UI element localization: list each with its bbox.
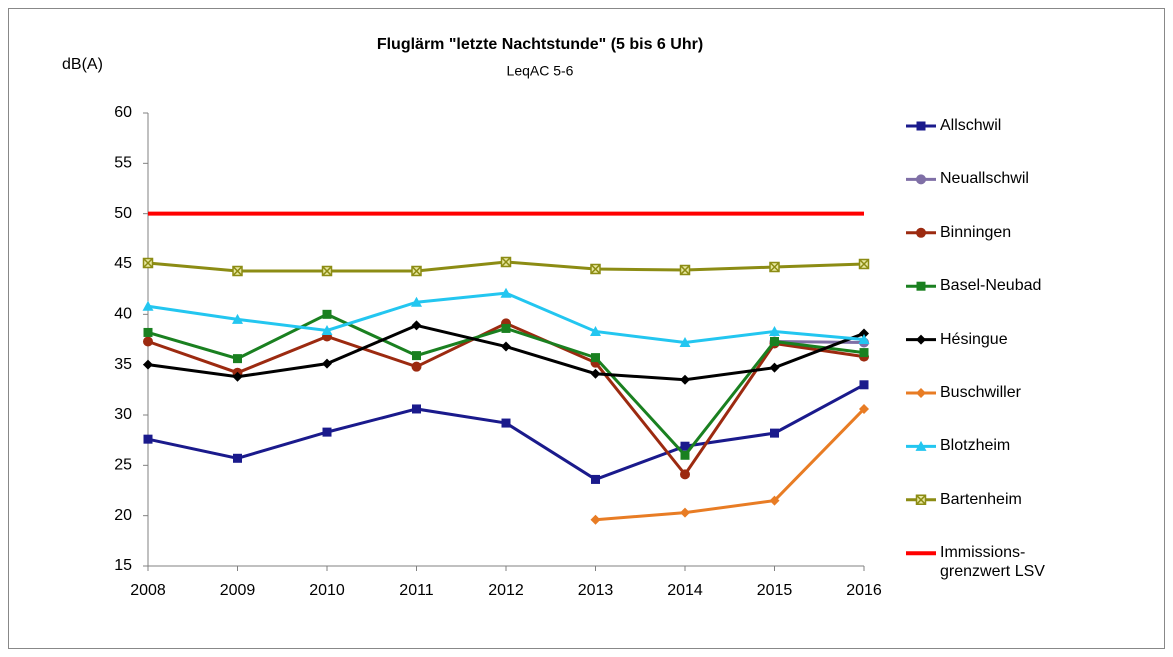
marker (232, 371, 243, 382)
marker (590, 325, 601, 336)
marker (322, 309, 332, 319)
marker (591, 353, 600, 363)
marker (858, 334, 870, 344)
marker (916, 174, 926, 185)
y-tick-label: 20 (114, 507, 132, 524)
marker (232, 313, 243, 324)
marker (322, 427, 332, 437)
marker (233, 354, 242, 364)
y-tick-label: 30 (114, 406, 132, 423)
marker (769, 325, 780, 336)
x-tick-label: 2008 (130, 582, 166, 599)
marker (143, 359, 153, 370)
marker (680, 441, 690, 451)
series-line (147, 291, 865, 345)
marker (915, 440, 927, 451)
marker (412, 404, 421, 414)
marker (916, 227, 926, 238)
legend-label: Immissions- grenzwert LSV (940, 544, 1045, 581)
x-tick-label: 2013 (578, 582, 614, 599)
marker (859, 328, 869, 339)
marker (501, 418, 511, 428)
y-tick-label: 60 (114, 104, 132, 121)
marker (590, 514, 601, 525)
marker (143, 336, 153, 347)
marker (770, 428, 779, 438)
y-tick-label: 55 (114, 155, 132, 172)
legend-label: Neuallschwil (940, 170, 1029, 188)
y-axis-label: dB(A) (62, 56, 103, 73)
marker (321, 324, 333, 335)
marker (859, 380, 869, 390)
y-tick-label: 50 (114, 205, 132, 222)
legend-label: Hésingue (940, 330, 1008, 348)
legend-label: Blotzheim (940, 437, 1011, 455)
series-line (147, 383, 865, 482)
marker (142, 257, 154, 269)
marker (916, 121, 926, 131)
marker (142, 300, 154, 311)
marker (915, 494, 927, 506)
y-tick-label: 15 (114, 557, 132, 574)
series-line (774, 340, 865, 345)
x-tick-label: 2012 (488, 582, 524, 599)
x-tick-label: 2009 (220, 582, 256, 599)
marker (411, 320, 422, 331)
marker (680, 507, 690, 518)
marker (769, 261, 780, 273)
marker (590, 263, 601, 275)
marker (859, 348, 869, 358)
marker (679, 337, 691, 348)
marker (769, 495, 780, 506)
x-tick-label: 2016 (846, 582, 882, 599)
marker (500, 256, 512, 268)
marker (500, 287, 512, 298)
marker (322, 358, 332, 369)
legend-label: Binningen (940, 223, 1012, 241)
marker (143, 327, 153, 337)
marker (232, 265, 243, 277)
marker (769, 362, 780, 373)
marker (411, 296, 422, 307)
y-tick-label: 25 (114, 457, 132, 474)
marker (590, 368, 601, 379)
marker (679, 264, 691, 276)
chart-border (8, 8, 1165, 649)
marker (591, 474, 600, 484)
chart-title: Fluglärm "letzte Nachtstunde" (5 bis 6 U… (377, 36, 703, 53)
legend-label: Allschwil (940, 117, 1002, 134)
legend-label: Basel-Neubad (940, 277, 1042, 295)
marker (143, 434, 153, 444)
legend-label: Bartenheim (940, 490, 1022, 508)
marker (858, 258, 870, 270)
marker (411, 361, 422, 372)
x-tick-label: 2014 (667, 582, 703, 599)
y-tick-label: 35 (114, 356, 132, 373)
x-tick-label: 2010 (309, 582, 345, 599)
marker (501, 341, 511, 352)
marker (321, 265, 333, 277)
marker (680, 374, 690, 385)
marker (501, 323, 511, 333)
marker (680, 469, 690, 480)
marker (916, 388, 926, 398)
marker (411, 265, 422, 277)
chart-subtitle: LeqAC 5-6 (507, 63, 574, 79)
legend-label: Buschwiller (940, 384, 1021, 401)
series-line (595, 407, 866, 522)
marker (916, 281, 926, 291)
marker (412, 351, 421, 361)
y-tick-label: 40 (114, 306, 132, 323)
marker (680, 450, 690, 460)
marker (770, 337, 779, 347)
marker (916, 334, 926, 345)
marker (859, 403, 869, 414)
y-tick-label: 45 (114, 255, 132, 272)
x-tick-label: 2011 (399, 582, 434, 599)
series-line (147, 312, 865, 458)
x-tick-label: 2015 (757, 582, 793, 599)
marker (233, 453, 242, 463)
